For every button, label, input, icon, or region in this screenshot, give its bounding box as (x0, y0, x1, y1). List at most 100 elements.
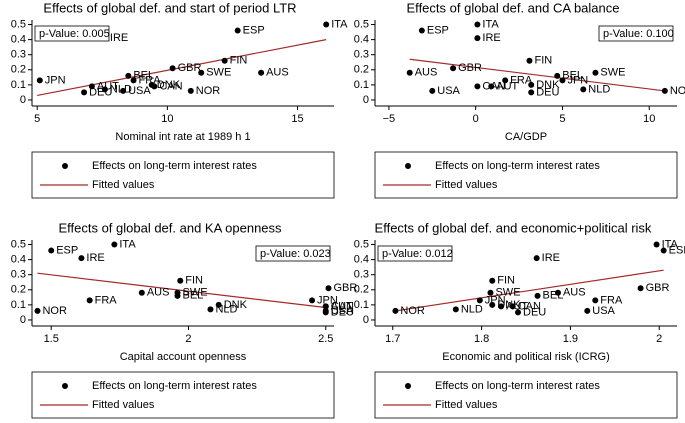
point (528, 81, 535, 88)
x-tick-label: 10 (643, 113, 655, 125)
point-label: AUS (415, 67, 438, 79)
point-label: ESP (243, 24, 265, 36)
annotation-box (598, 25, 674, 42)
point (528, 89, 535, 96)
point (81, 89, 88, 96)
panel-title: Effects of global def. and CA balance (407, 0, 620, 15)
legend-label: Fitted values (92, 399, 155, 411)
point (198, 69, 205, 76)
legend-label: Effects on long-term interest rates (435, 380, 600, 392)
point (187, 87, 194, 94)
y-tick-label: 0.2 (354, 64, 369, 76)
y-tick-label: 0.4 (11, 254, 26, 266)
legend-label: Fitted values (92, 179, 155, 191)
point-label: DEU (523, 306, 546, 318)
legend-box (374, 371, 678, 419)
y-tick-label: 0.2 (11, 284, 26, 296)
legend-marker (405, 383, 411, 389)
point (86, 297, 93, 304)
point (488, 83, 495, 90)
point (533, 255, 540, 262)
point-label: GBR (458, 62, 482, 74)
point-label: AUT (496, 80, 518, 92)
x-tick-label: −5 (383, 113, 396, 125)
point-label: USA (592, 305, 615, 317)
point-label: IRE (110, 32, 128, 44)
point-label: NOR (42, 305, 66, 317)
x-tick-label: 2 (185, 333, 191, 345)
point-label: GBR (178, 62, 202, 74)
x-axis-label: Capital account openness (120, 351, 247, 363)
y-tick-label: 0.2 (354, 284, 369, 296)
point (474, 21, 481, 28)
point (111, 241, 118, 248)
y-tick-label: 0.3 (354, 269, 369, 281)
point-label: NOR (400, 305, 425, 317)
point (234, 27, 241, 34)
x-tick-label: 1.8 (474, 333, 489, 345)
x-tick-label: 2.5 (318, 333, 333, 345)
point-label: DEU (89, 86, 112, 98)
y-tick-label: 0.4 (354, 254, 369, 266)
point (207, 306, 214, 313)
annotation: p-Value: 0.100 (603, 28, 674, 40)
point (592, 297, 599, 304)
point (215, 301, 222, 308)
panel-title: Effects of global def. and economic+poli… (375, 220, 652, 235)
point (592, 69, 599, 76)
x-axis-label: CA/GDP (505, 131, 547, 143)
x-tick-label: 15 (291, 113, 303, 125)
point-label: USA (331, 305, 354, 317)
legend-box (31, 371, 335, 419)
point (34, 307, 41, 314)
point (502, 77, 509, 84)
point-label: JPN (317, 294, 338, 306)
y-tick-label: 0.5 (11, 18, 26, 30)
point-label: BEL (562, 70, 583, 82)
point-label: FIN (230, 55, 248, 67)
point (36, 77, 43, 84)
point (474, 83, 481, 90)
fitted-line (409, 58, 665, 92)
point-label: DEU (536, 86, 559, 98)
x-tick-label: 0 (473, 113, 479, 125)
point (452, 306, 459, 313)
y-tick-label: 0.4 (11, 34, 26, 46)
y-tick-label: 0.1 (11, 79, 26, 91)
point (498, 303, 505, 310)
point-label: AUS (147, 287, 170, 299)
x-tick-label: 10 (161, 113, 173, 125)
point-label: AUS (266, 67, 289, 79)
point (515, 309, 522, 316)
x-tick-label: 1.9 (563, 333, 578, 345)
point-label: SWE (495, 287, 520, 299)
point-label: DNK (536, 79, 560, 91)
point-label: NLD (588, 83, 610, 95)
legend-label: Fitted values (435, 399, 498, 411)
point (661, 87, 668, 94)
point-label: GBR (646, 282, 670, 294)
legend-box (31, 151, 335, 199)
point-label: CAN (518, 300, 541, 312)
point (322, 303, 329, 310)
point (125, 72, 132, 79)
y-tick-label: 0.3 (11, 49, 26, 61)
y-tick-label: 0.4 (354, 34, 369, 46)
fitted-line (37, 39, 327, 97)
y-tick-label: 0.1 (354, 79, 369, 91)
legend-marker (62, 163, 68, 169)
point-label: ITA (662, 238, 679, 250)
annotation-box (377, 245, 453, 262)
point-label: NOR (196, 85, 221, 97)
point (476, 297, 483, 304)
point (474, 35, 481, 42)
point-label: IRE (542, 252, 560, 264)
point-label: NLD (461, 303, 483, 315)
y-tick-label: 0 (363, 94, 369, 106)
panel-title: Effects of global def. and start of peri… (43, 0, 296, 15)
legend-label: Effects on long-term interest rates (92, 160, 257, 172)
point-label: FIN (497, 275, 515, 287)
point-label: ITA (331, 18, 348, 30)
y-tick-label: 0 (363, 314, 369, 326)
